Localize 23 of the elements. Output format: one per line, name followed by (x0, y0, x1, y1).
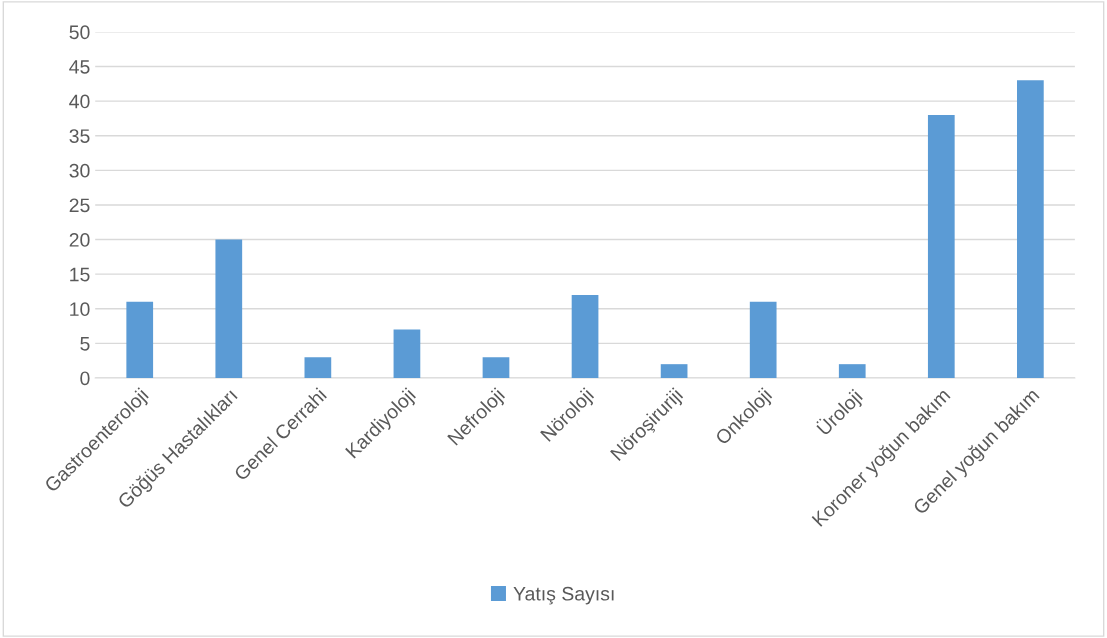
y-tick-label: 0 (80, 371, 90, 386)
bar (1017, 80, 1044, 379)
bar (304, 357, 332, 379)
y-tick-label: 35 (69, 129, 90, 143)
bar (126, 301, 154, 379)
y-tick-label: 50 (69, 25, 90, 40)
bar (571, 294, 599, 379)
y-tick-label: 45 (69, 60, 90, 74)
bar (927, 114, 955, 379)
y-tick-label: 15 (70, 267, 90, 282)
bar (749, 301, 777, 379)
bar (660, 364, 688, 379)
y-tick-label: 10 (70, 302, 90, 317)
y-tick-label: 30 (69, 163, 90, 178)
y-tick-label: 40 (69, 94, 90, 109)
bar (393, 329, 421, 379)
y-tick-label: 5 (80, 337, 90, 351)
bar (482, 357, 510, 379)
legend-label: Yatış Sayısı (513, 586, 614, 605)
y-tick-label: 20 (69, 233, 90, 247)
bar (838, 364, 866, 379)
y-tick-label: 25 (69, 198, 90, 213)
bar (215, 239, 243, 379)
